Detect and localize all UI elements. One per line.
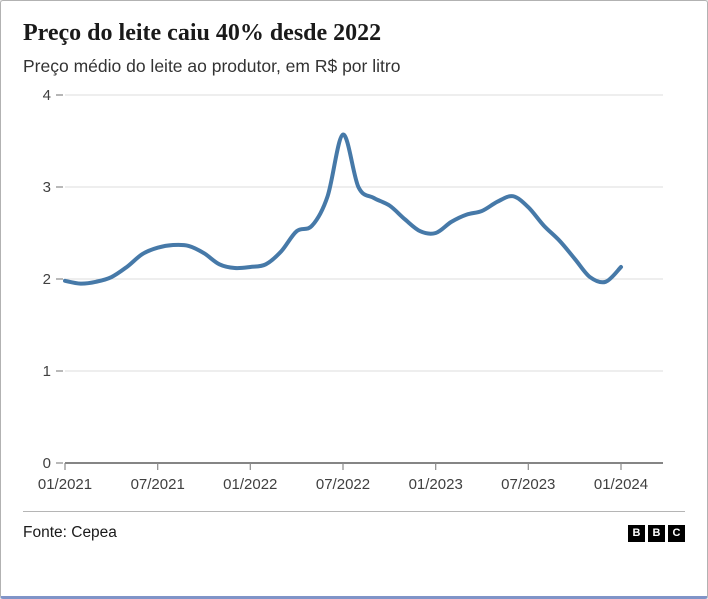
y-axis-label: 2 bbox=[43, 271, 51, 288]
bbc-logo-block-b2: B bbox=[648, 524, 665, 542]
footer: Fonte: Cepea B B C bbox=[23, 511, 685, 542]
chart-subtitle: Preço médio do leite ao produtor, em R$ … bbox=[23, 56, 401, 76]
x-axis-label: 01/2024 bbox=[594, 476, 648, 493]
y-axis-label: 4 bbox=[43, 87, 51, 104]
x-axis-label: 07/2022 bbox=[316, 476, 370, 493]
x-axis-label: 07/2023 bbox=[501, 476, 555, 493]
price-line bbox=[63, 132, 623, 286]
x-axis-label: 01/2023 bbox=[409, 476, 463, 493]
bbc-logo-block-b1: B bbox=[628, 524, 645, 542]
y-axis-label: 3 bbox=[43, 179, 51, 196]
line-chart: 0 1 2 3 4 01/2021 07/2021 01/2022 07/2022 01/2023… bbox=[38, 87, 663, 493]
bbc-logo: B B C bbox=[628, 524, 685, 542]
x-axis-label: 01/2022 bbox=[223, 476, 277, 493]
y-axis-label: 0 bbox=[43, 455, 51, 472]
x-axis-label: 01/2021 bbox=[38, 476, 92, 493]
chart-area: 0 1 2 3 4 01/2021 07/2021 01/2022 07/2022 01/2023… bbox=[23, 85, 685, 497]
x-axis-label: 07/2021 bbox=[131, 476, 185, 493]
page-title: Preço do leite caiu 40% desde 2022 bbox=[23, 20, 382, 46]
bbc-logo-block-c: C bbox=[668, 524, 685, 542]
source-label: Fonte: Cepea bbox=[23, 524, 117, 541]
y-axis-label: 1 bbox=[43, 363, 51, 380]
